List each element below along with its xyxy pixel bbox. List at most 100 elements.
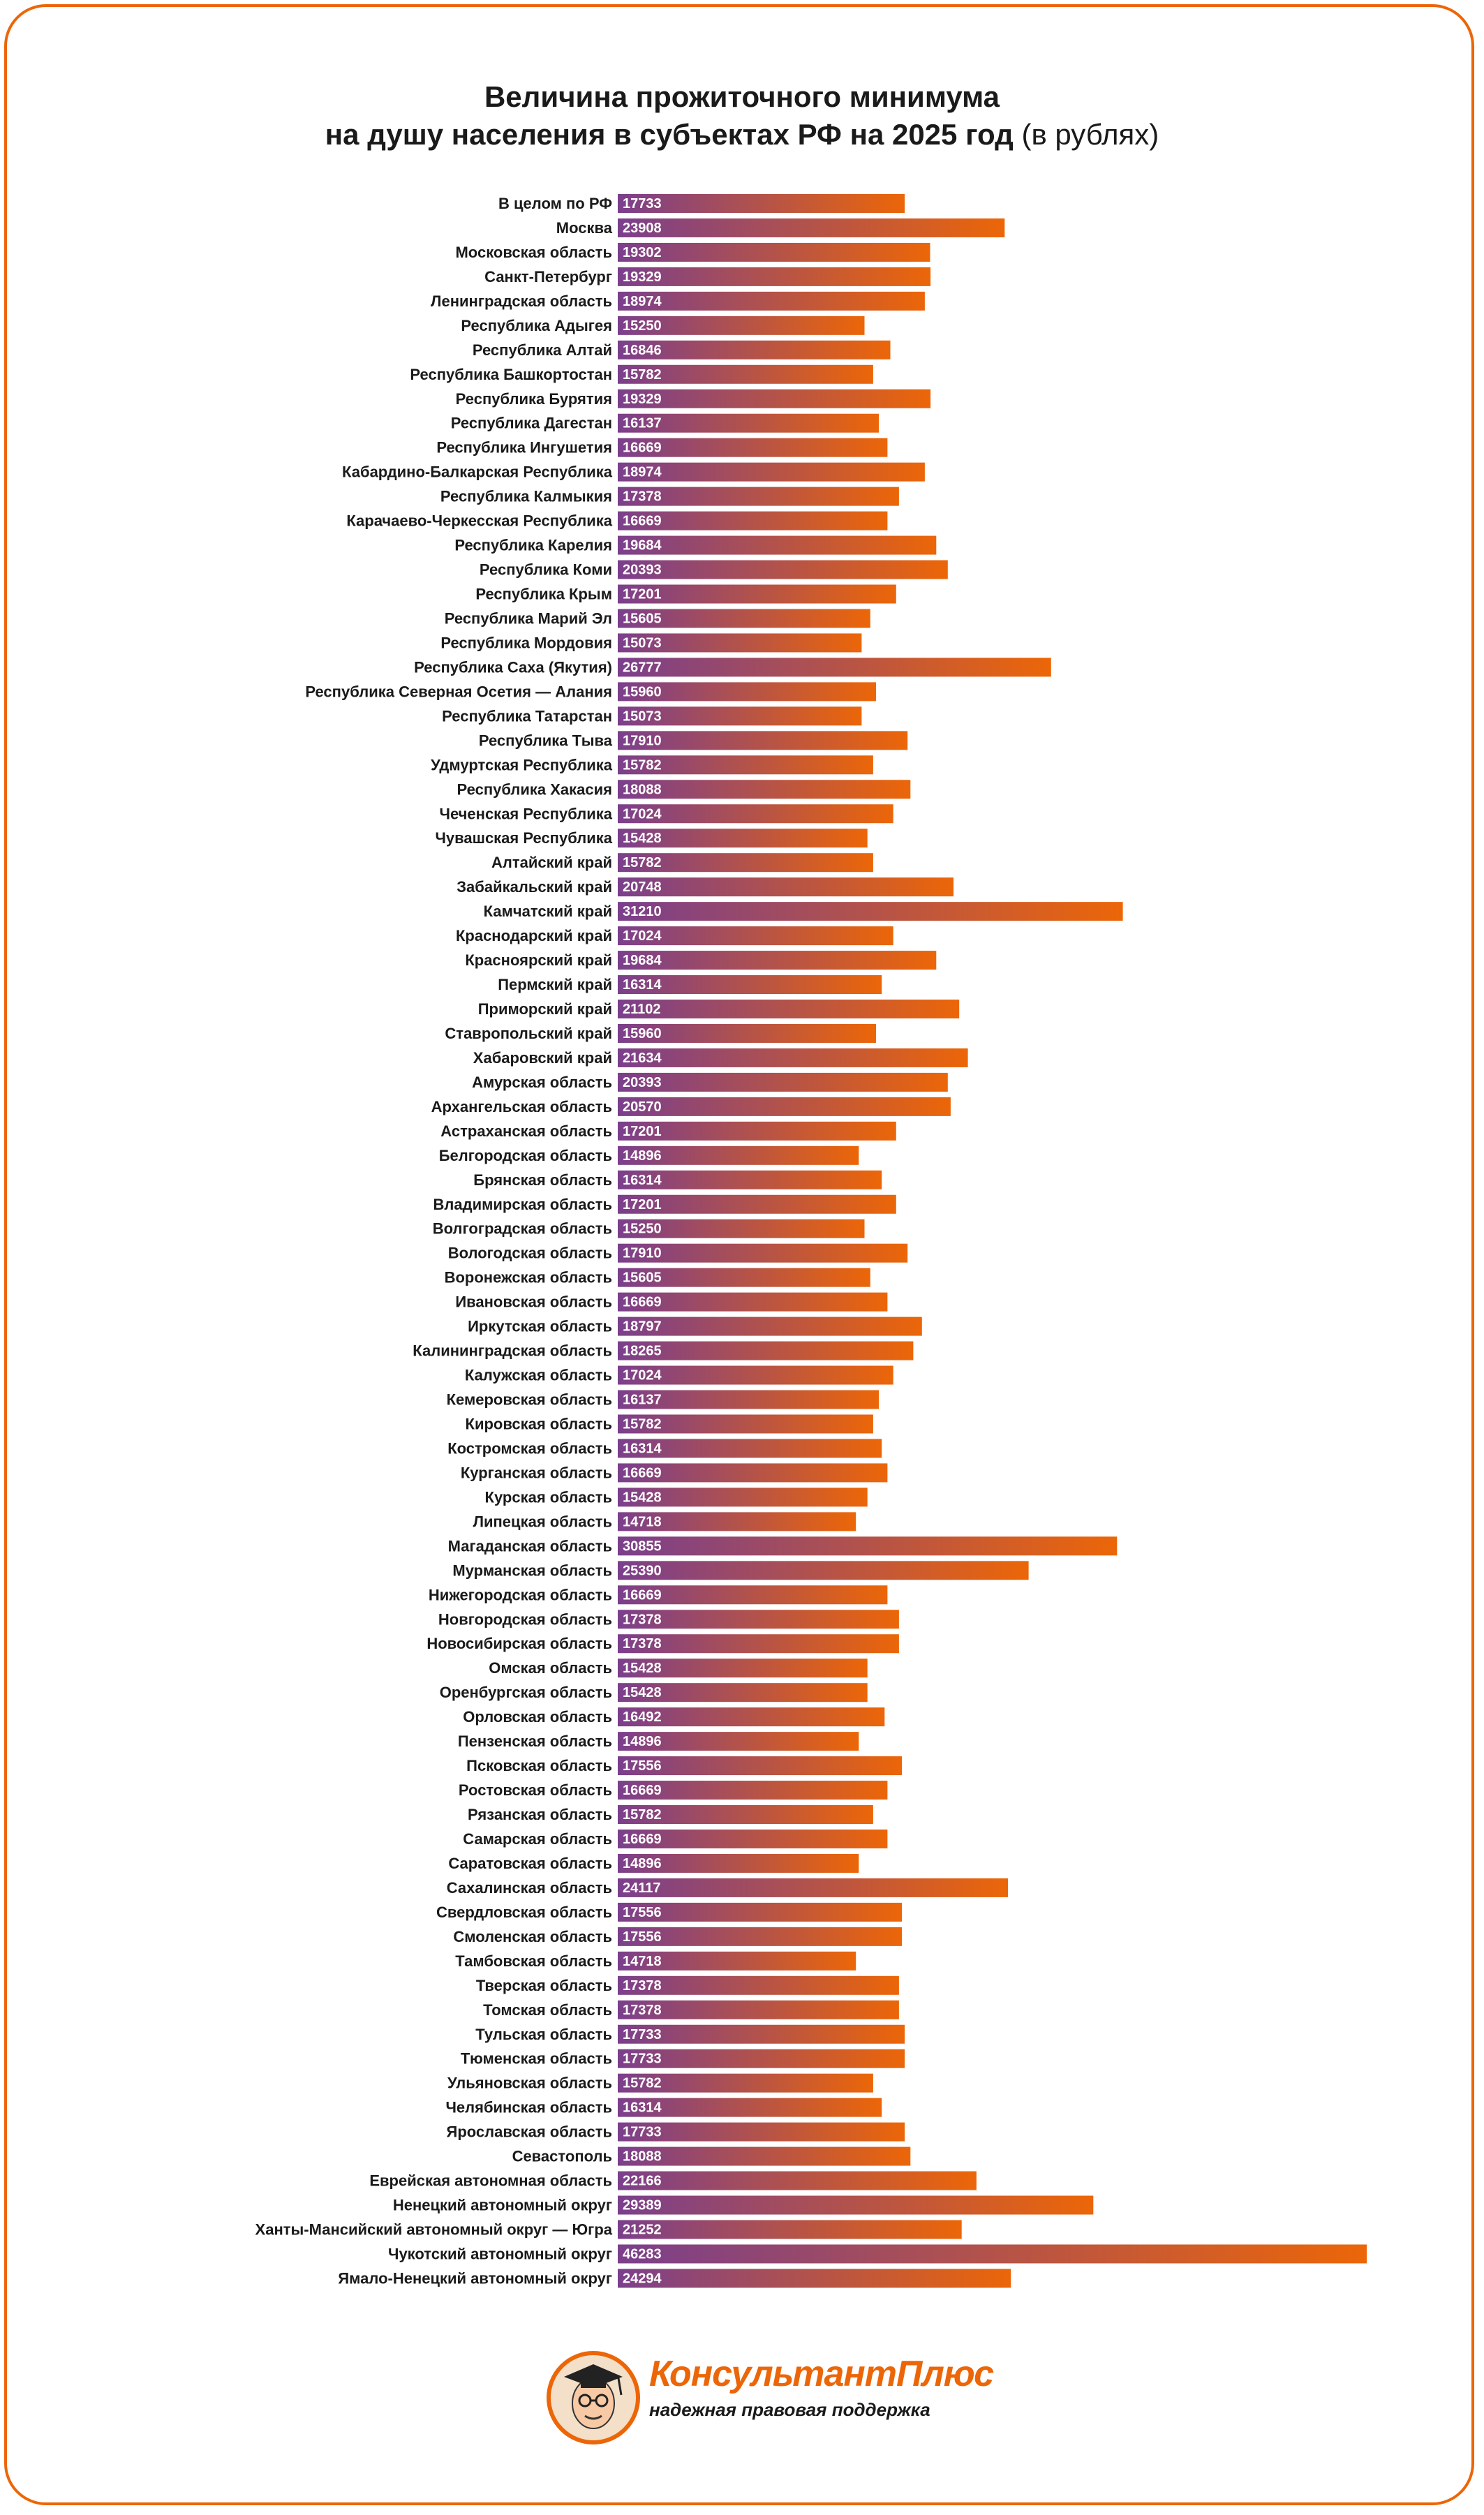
category-label: Республика Дагестан (451, 415, 612, 432)
value-label: 30855 (623, 1538, 662, 1554)
category-label: Ульяновская область (447, 2075, 612, 2092)
category-label: Чукотский автономный округ (388, 2245, 612, 2262)
value-label: 15782 (623, 367, 662, 383)
value-label: 17378 (623, 489, 662, 505)
value-label: 17378 (623, 2003, 662, 2018)
category-label: Ярославская область (447, 2123, 612, 2141)
value-label: 31210 (623, 904, 662, 919)
category-label: Магаданская область (448, 1537, 612, 1555)
bar (618, 438, 888, 457)
bar (618, 975, 882, 995)
bar (618, 1072, 948, 1092)
bar (618, 1805, 873, 1825)
category-label: Воронежская область (445, 1269, 612, 1286)
value-label: 24294 (623, 2271, 662, 2286)
value-label: 16137 (623, 1393, 662, 1408)
value-label: 20393 (623, 1075, 662, 1090)
bar (618, 877, 954, 897)
value-label: 16669 (623, 440, 662, 456)
category-label: Липецкая область (473, 1513, 612, 1530)
category-label: Орловская область (463, 1708, 612, 1726)
value-label: 17378 (623, 1636, 662, 1652)
value-label: 24117 (623, 1880, 661, 1896)
value-label: 25390 (623, 1563, 662, 1578)
value-label: 15428 (623, 1490, 662, 1505)
bar (618, 535, 937, 555)
category-label: Республика Карелия (454, 537, 612, 554)
category-label: Москва (556, 219, 613, 237)
category-label: Тюменская область (461, 2050, 612, 2068)
chart-title: Величина прожиточного минимума на душу н… (0, 78, 1484, 154)
category-label: Калужская область (465, 1367, 612, 1384)
bar (618, 1390, 880, 1409)
value-label: 17910 (623, 1246, 662, 1261)
title-line-2-text: на душу населения в субъектах РФ на 2025… (325, 118, 1014, 151)
category-label: Севастополь (512, 2148, 612, 2165)
bar (618, 1439, 882, 1458)
bar (618, 780, 911, 799)
bar (618, 218, 1005, 237)
value-label: 17024 (623, 928, 662, 944)
category-label: Мурманская область (452, 1561, 612, 1579)
bar (618, 1634, 899, 1654)
title-line-1: Величина прожиточного минимума (484, 80, 1000, 113)
value-label: 15073 (623, 635, 662, 651)
category-label: Амурская область (472, 1074, 612, 1091)
bar (618, 1781, 888, 1800)
value-label: 26777 (623, 660, 662, 675)
category-label: Алтайский край (491, 854, 612, 871)
value-label: 18088 (623, 2149, 662, 2165)
value-label: 16669 (623, 1465, 662, 1481)
value-label: 14896 (623, 1148, 662, 1164)
category-label: Брянская область (473, 1171, 612, 1189)
bar (618, 2000, 899, 2019)
category-label: Республика Адыгея (461, 317, 612, 334)
category-label: Ханты-Мансийский автономный округ — Югра (255, 2221, 613, 2239)
value-label: 17556 (623, 1929, 662, 1945)
bar (618, 291, 925, 311)
category-label: Республика Калмыкия (440, 488, 612, 505)
bar (618, 731, 908, 750)
value-label: 29389 (623, 2198, 662, 2213)
value-label: 15960 (623, 684, 662, 699)
value-label: 15782 (623, 1417, 662, 1432)
value-label: 17024 (623, 806, 662, 822)
bar (618, 1219, 865, 1238)
bar (618, 340, 891, 359)
bar (618, 267, 931, 286)
bar (618, 804, 893, 824)
bar (618, 2220, 962, 2239)
value-label: 15073 (623, 708, 662, 724)
value-label: 15782 (623, 855, 662, 870)
value-label: 20393 (623, 563, 662, 578)
bar (618, 1512, 856, 1531)
category-label: Республика Хакасия (457, 780, 612, 798)
value-label: 17556 (623, 1758, 662, 1774)
bar (618, 2171, 977, 2190)
value-label: 17733 (623, 196, 662, 212)
bar (618, 560, 948, 579)
value-label: 15960 (623, 1026, 662, 1041)
category-label: Хабаровский край (473, 1049, 612, 1067)
value-label: 19302 (623, 245, 662, 260)
category-label: Ленинградская область (431, 292, 612, 310)
title-line-2: на душу населения в субъектах РФ на 2025… (0, 116, 1484, 154)
category-label: Санкт-Петербург (484, 268, 612, 285)
category-label: Ямало-Ненецкий автономный округ (338, 2269, 612, 2287)
bar (618, 1975, 899, 1995)
category-label: Республика Бурятия (456, 390, 612, 408)
category-label: Тульская область (475, 2026, 612, 2043)
category-label: Астраханская область (440, 1122, 612, 1140)
value-label: 16314 (623, 2100, 662, 2116)
value-label: 17201 (623, 1197, 662, 1212)
value-label: 21634 (623, 1051, 662, 1066)
title-unit: (в рублях) (1021, 118, 1159, 151)
category-label: Курская область (485, 1488, 612, 1506)
category-label: Республика Марий Эл (445, 609, 612, 627)
bar (618, 1268, 870, 1287)
bar (618, 1683, 868, 1702)
value-label: 15782 (623, 2076, 662, 2091)
bar (618, 2146, 911, 2166)
category-label: Вологодская область (448, 1245, 612, 1262)
category-label: Владимирская область (433, 1196, 612, 1213)
